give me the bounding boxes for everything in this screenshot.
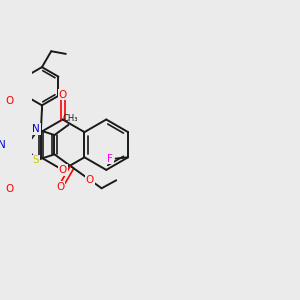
Text: F: F: [107, 154, 113, 164]
Text: O: O: [86, 175, 94, 185]
Text: O: O: [58, 165, 67, 175]
Text: N: N: [0, 140, 6, 150]
Text: O: O: [56, 182, 64, 192]
Text: O: O: [5, 96, 13, 106]
Text: CH₃: CH₃: [62, 114, 78, 123]
Text: N: N: [32, 124, 40, 134]
Text: O: O: [58, 90, 67, 100]
Text: O: O: [5, 184, 13, 194]
Text: S: S: [33, 155, 39, 165]
